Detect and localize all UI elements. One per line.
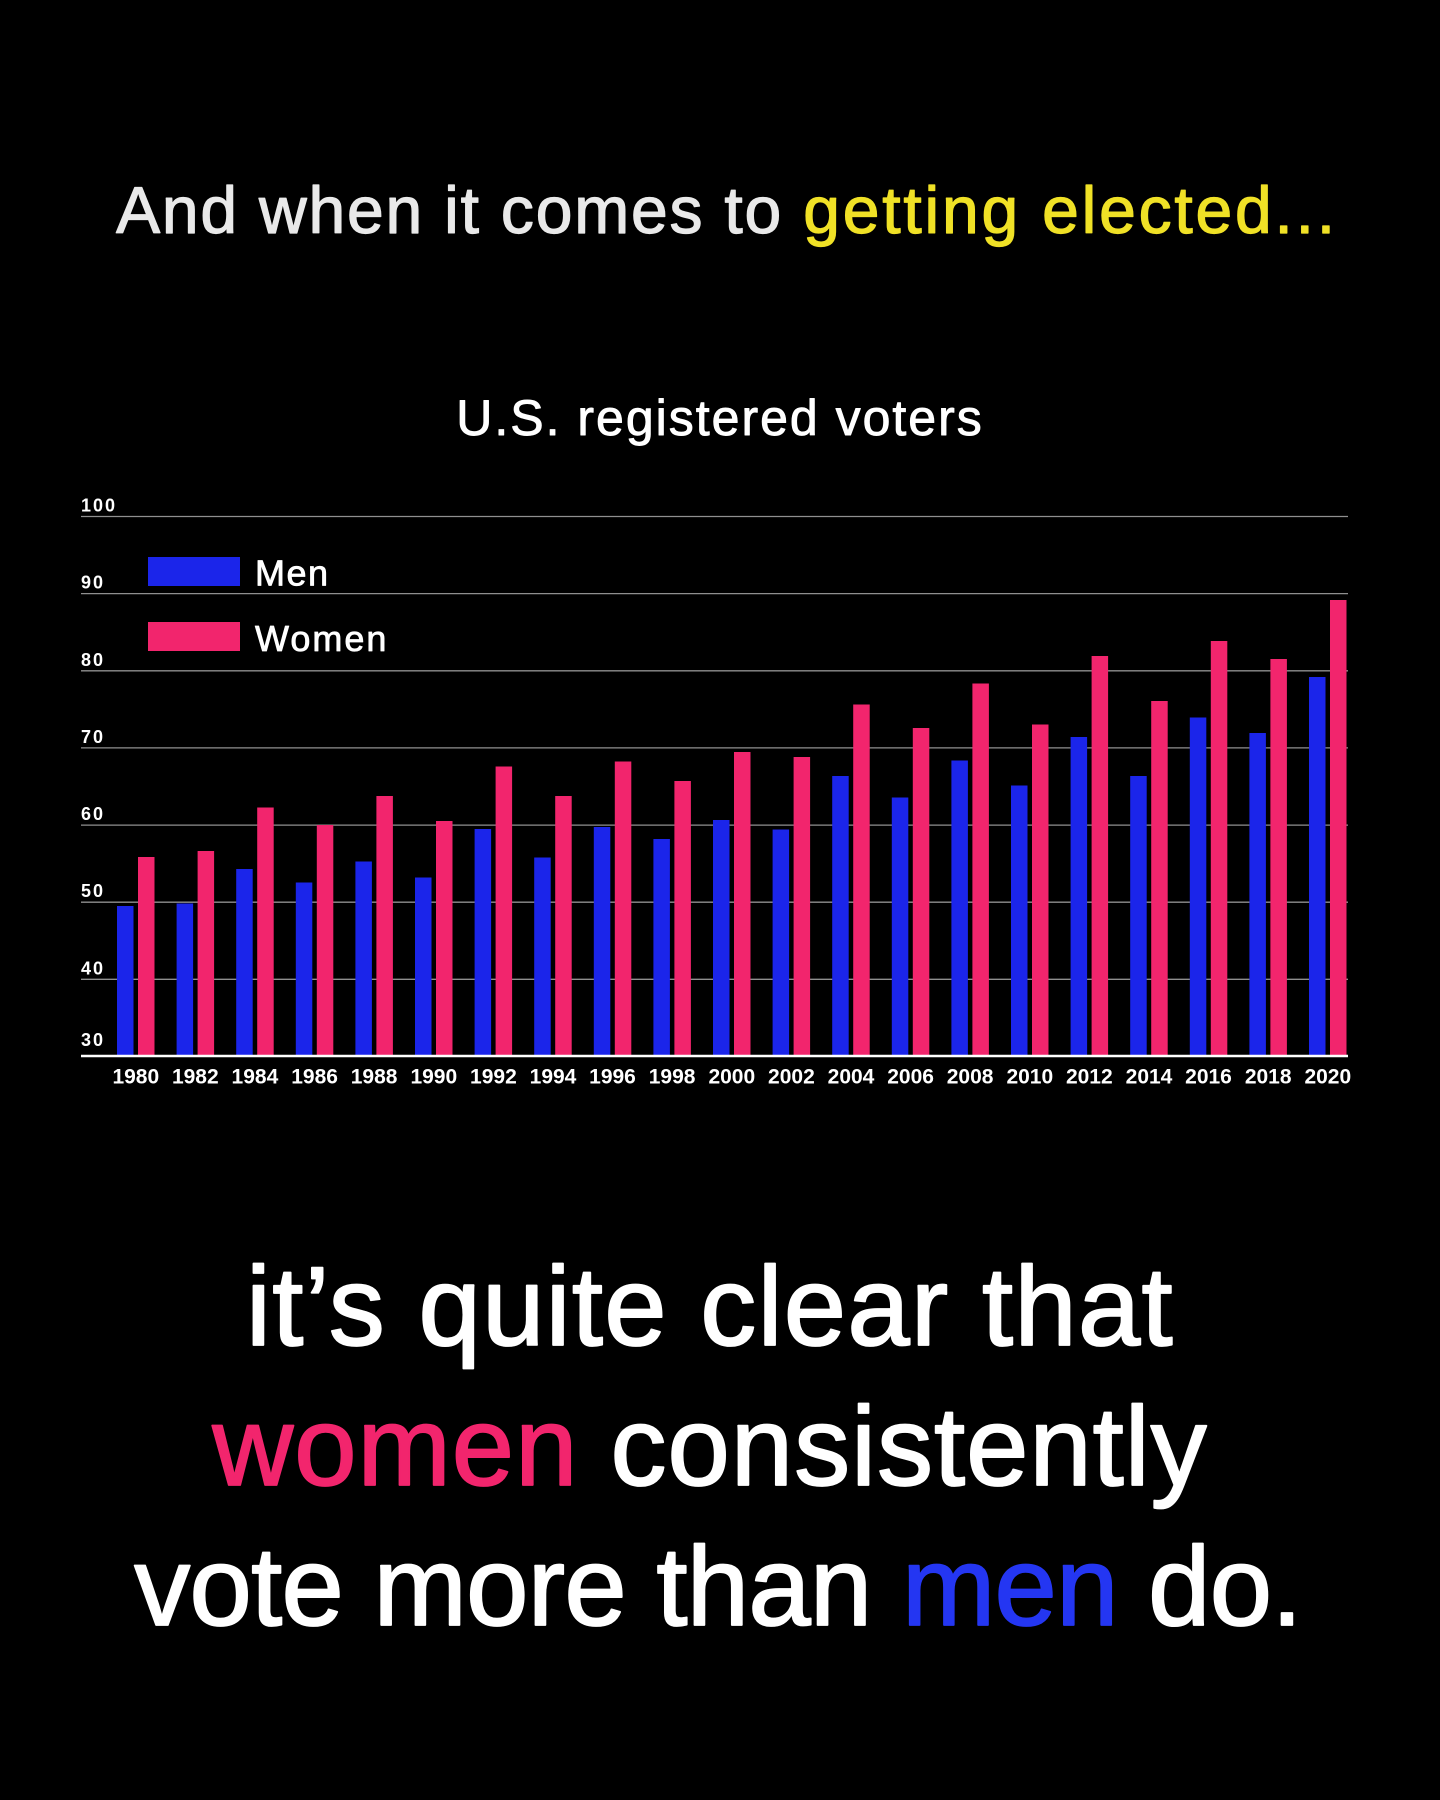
svg-text:2016: 2016 [1185, 1066, 1232, 1089]
svg-text:30: 30 [81, 1030, 105, 1050]
svg-text:Men: Men [255, 553, 330, 594]
svg-text:2008: 2008 [947, 1066, 994, 1089]
svg-text:2004: 2004 [828, 1066, 875, 1089]
svg-text:2006: 2006 [887, 1066, 934, 1089]
svg-text:U.S. registered voters: U.S. registered voters [456, 390, 984, 446]
svg-text:2020: 2020 [1304, 1066, 1351, 1089]
svg-text:1982: 1982 [172, 1066, 219, 1089]
svg-text:1990: 1990 [410, 1066, 457, 1089]
svg-text:40: 40 [81, 958, 105, 978]
svg-text:80: 80 [81, 650, 105, 670]
svg-text:Women: Women [255, 618, 388, 659]
svg-text:2012: 2012 [1066, 1066, 1113, 1089]
svg-text:2000: 2000 [708, 1066, 755, 1089]
svg-text:90: 90 [81, 573, 105, 593]
svg-text:women consistently: women consistently [211, 1384, 1207, 1509]
svg-text:2018: 2018 [1245, 1066, 1292, 1089]
svg-text:70: 70 [81, 727, 105, 747]
svg-text:2002: 2002 [768, 1066, 815, 1089]
svg-text:1984: 1984 [232, 1066, 279, 1089]
svg-text:vote more than men do.: vote more than men do. [134, 1524, 1302, 1649]
svg-text:1996: 1996 [589, 1066, 636, 1089]
svg-text:1994: 1994 [530, 1066, 577, 1089]
svg-text:100: 100 [81, 496, 117, 516]
svg-text:1988: 1988 [351, 1066, 398, 1089]
svg-text:60: 60 [81, 804, 105, 824]
svg-text:it’s quite clear that: it’s quite clear that [246, 1244, 1174, 1369]
svg-text:1980: 1980 [112, 1066, 159, 1089]
svg-text:1986: 1986 [291, 1066, 338, 1089]
svg-text:And when it comes to getting e: And when it comes to getting elected... [116, 173, 1338, 247]
svg-text:2010: 2010 [1006, 1066, 1053, 1089]
svg-text:2014: 2014 [1126, 1066, 1173, 1089]
svg-text:1992: 1992 [470, 1066, 517, 1089]
svg-text:50: 50 [81, 881, 105, 901]
svg-text:1998: 1998 [649, 1066, 696, 1089]
